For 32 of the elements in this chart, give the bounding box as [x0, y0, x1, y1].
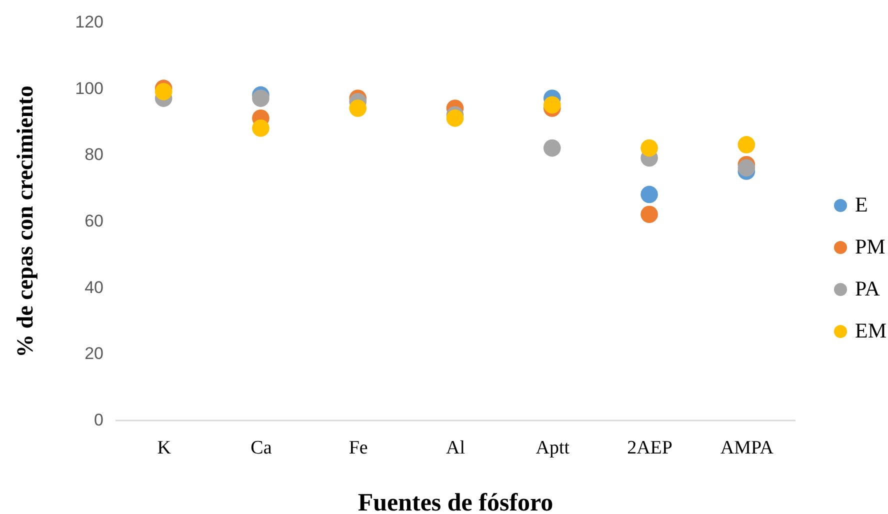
point [738, 159, 756, 177]
y-tick-label: 80 [84, 145, 104, 164]
x-tick-label: Fe [348, 438, 368, 458]
point [640, 206, 658, 224]
x-tick-label: Ca [250, 438, 272, 458]
y-tick-label: 40 [84, 278, 104, 297]
x-tick-label: Al [446, 438, 465, 458]
y-tick-label: 0 [94, 410, 104, 430]
x-tick-label: AMPA [720, 438, 774, 458]
y-axis-title: % de cepas con crecimiento [12, 86, 38, 358]
point [446, 110, 464, 127]
point [252, 90, 270, 107]
y-tick-label: 120 [75, 12, 104, 32]
point [349, 100, 367, 117]
legend-label: E [855, 192, 868, 216]
y-tick-label: 60 [84, 212, 104, 230]
x-tick-label: Aptt [536, 438, 570, 458]
x-axis-title: Fuentes de fósforo [358, 490, 554, 514]
legend-label: PA [855, 276, 881, 300]
legend-label: PM [855, 234, 886, 258]
x-tick-label: K [157, 438, 172, 458]
x-tick-label: 2AEP [627, 438, 672, 458]
point [543, 96, 561, 114]
point [154, 83, 172, 100]
point [252, 119, 270, 137]
point [640, 139, 658, 157]
point [543, 139, 561, 157]
y-tick-label: 20 [84, 344, 104, 364]
point [640, 186, 658, 204]
y-tick-label: 100 [75, 78, 104, 98]
point [738, 136, 756, 154]
legend-label: EM [855, 318, 887, 342]
